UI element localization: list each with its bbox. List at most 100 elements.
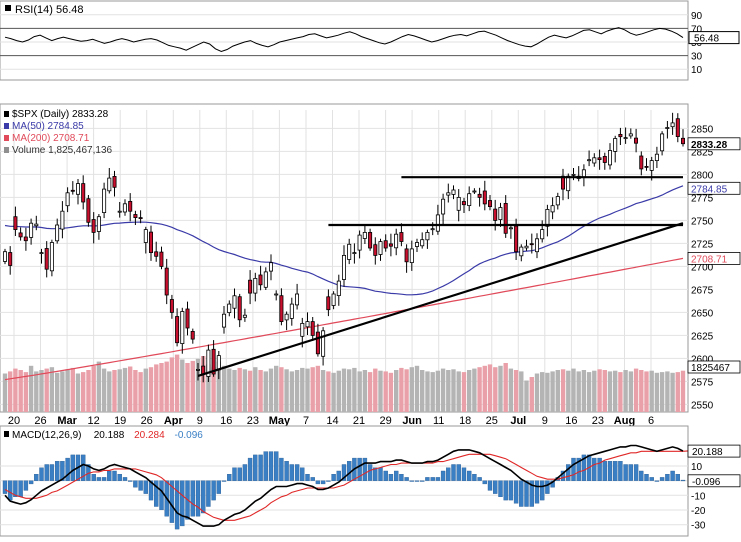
candlestick	[628, 128, 633, 139]
volume-bar	[39, 370, 44, 412]
volume-bar	[143, 368, 148, 412]
rsi-value-label: 56.48	[694, 34, 719, 45]
candle-body	[362, 231, 367, 239]
macd-histogram-bar	[519, 480, 524, 507]
macd-histogram-bar	[576, 457, 581, 481]
candlestick	[373, 237, 378, 265]
candle-body	[654, 153, 659, 161]
macd-histogram-bar	[493, 480, 498, 494]
rsi-legend: RSI(14) 56.48	[5, 4, 83, 16]
macd-histogram-bar	[211, 480, 216, 501]
x-tick-label: Aug	[614, 415, 635, 427]
candle-body	[357, 234, 362, 251]
volume-bar	[169, 357, 175, 412]
volume-bar	[508, 368, 514, 412]
candle-body	[148, 231, 153, 254]
candlestick	[279, 288, 284, 326]
ma200-value-box	[687, 251, 741, 265]
x-tick-label: 16	[565, 415, 577, 427]
macd-histogram-bar	[414, 480, 420, 482]
volume-bar	[86, 370, 91, 412]
candle-body	[300, 322, 305, 337]
macd-value-label: 20.188	[692, 447, 723, 458]
macd-histogram-bar	[409, 480, 414, 482]
candlestick	[362, 224, 367, 244]
macd-histogram-bar	[503, 480, 508, 501]
macd-histogram-bar	[289, 464, 294, 481]
macd-histogram-bar	[680, 479, 686, 482]
macd-histogram-bar	[440, 470, 446, 481]
macd-histogram-bar	[300, 467, 305, 481]
candlestick	[263, 267, 268, 290]
macd-histogram-bar	[237, 467, 242, 481]
volume-bar	[44, 368, 49, 412]
candlestick	[206, 344, 211, 382]
candlestick	[404, 244, 409, 273]
candle-body	[315, 331, 320, 355]
candle-body	[128, 200, 133, 212]
candle-body	[660, 133, 665, 152]
candle-body	[540, 229, 545, 240]
macd-histogram-bar	[305, 474, 310, 481]
volume-bar	[221, 365, 227, 412]
macd-histogram-bar	[592, 457, 597, 481]
last-price-box	[687, 137, 741, 151]
volume-bar	[65, 369, 70, 412]
macd-histogram-bar	[534, 480, 540, 504]
candlestick	[425, 229, 430, 249]
macd-histogram-bar	[331, 474, 336, 481]
candlestick	[535, 233, 540, 259]
macd-histogram-bar	[49, 464, 55, 481]
candlestick	[435, 204, 440, 235]
volume-bar	[440, 368, 446, 412]
macd-histogram-bar	[654, 480, 660, 482]
volume-bar	[467, 370, 472, 412]
volume-bar	[70, 367, 75, 412]
x-tick-label: 14	[326, 415, 338, 427]
candlestick	[519, 244, 524, 262]
ma50-value-box	[687, 181, 741, 195]
candle-body	[49, 242, 54, 272]
volume-bar	[659, 372, 665, 412]
candlestick	[681, 129, 686, 147]
candlestick	[597, 149, 602, 170]
volume-bar	[498, 365, 503, 412]
volume-bar	[519, 371, 524, 412]
candlestick	[613, 135, 618, 163]
candlestick	[602, 152, 607, 170]
volume-bar	[305, 368, 310, 412]
candle-body	[310, 321, 315, 336]
price-tick-label: 2625	[691, 331, 714, 342]
candlestick	[3, 248, 8, 265]
macd-histogram-bar	[487, 480, 493, 491]
macd-tick-label: -10	[691, 491, 706, 502]
x-tick-label: 20	[8, 415, 20, 427]
macd-histogram-bar	[649, 477, 654, 481]
macd-histogram-bar	[540, 480, 545, 501]
candlestick	[232, 288, 237, 319]
candle-body	[122, 203, 127, 213]
volume-bar	[420, 370, 425, 412]
volume-bar	[644, 371, 649, 412]
candle-body	[76, 183, 81, 195]
x-tick-label: Apr	[164, 415, 184, 427]
price-legend-swatch	[4, 147, 9, 153]
macd-histogram-bar	[675, 474, 680, 481]
x-tick-label: 11	[433, 415, 444, 427]
price-legend-swatch	[4, 111, 9, 117]
volume-bar	[628, 371, 634, 412]
candlestick	[394, 228, 399, 256]
volume-bar	[425, 371, 430, 412]
candle-body	[634, 137, 639, 144]
macd-legend-item: -0.096	[175, 430, 204, 441]
macd-histogram-bar	[206, 480, 211, 507]
x-tick-label: Jul	[510, 415, 526, 427]
macd-histogram-bar	[529, 480, 534, 507]
candlestick	[331, 291, 336, 310]
candlestick	[258, 265, 263, 291]
volume-bar	[649, 370, 654, 412]
volume-bar	[341, 368, 347, 412]
candle-body	[618, 133, 623, 138]
candle-body	[493, 208, 498, 221]
volume-bar	[493, 367, 498, 412]
